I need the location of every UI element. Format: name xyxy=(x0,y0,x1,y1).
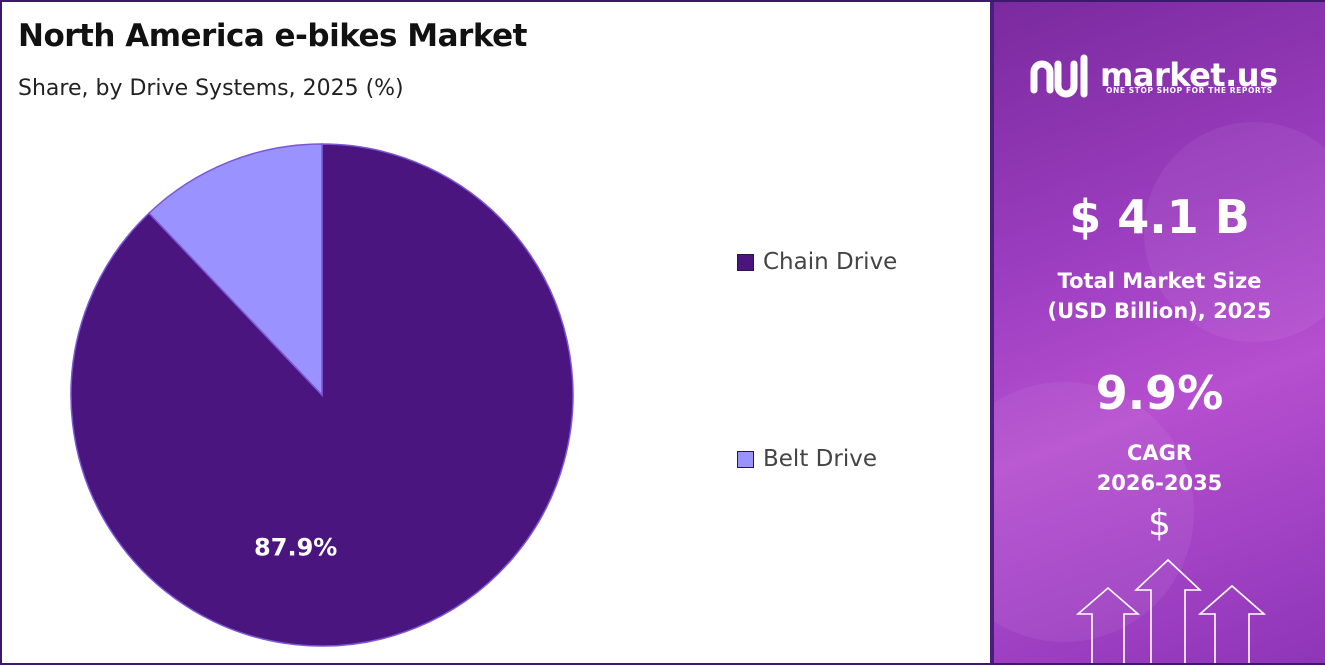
market-size-label-line1: Total Market Size xyxy=(1057,269,1262,293)
cagr-value: 9.9% xyxy=(1095,366,1224,420)
chart-panel: North America e-bikes Market Share, by D… xyxy=(2,2,990,663)
legend-label-chain-drive: Chain Drive xyxy=(763,249,898,275)
market-size-label-line2: (USD Billion), 2025 xyxy=(1047,299,1272,323)
brand-name: market.us xyxy=(1100,56,1278,94)
legend-swatch-chain-drive xyxy=(737,253,754,271)
pie-slice-belt-drive xyxy=(147,143,323,397)
data-label-chain-drive: 87.9% xyxy=(254,533,337,561)
cagr-label-line2: 2026-2035 xyxy=(1096,471,1223,495)
pie-chart: 87.9% xyxy=(70,143,574,647)
brand-logo: market.us xyxy=(1028,50,1278,100)
cagr-label-line1: CAGR xyxy=(1126,441,1193,465)
chart-subtitle: Share, by Drive Systems, 2025 (%) xyxy=(18,76,404,101)
growth-arrows-icon xyxy=(1075,558,1267,663)
dollar-icon: $ xyxy=(1148,503,1171,544)
background-decoration xyxy=(994,382,1194,642)
marketus-logo-icon xyxy=(1030,54,1088,98)
legend-swatch-belt-drive xyxy=(737,450,754,468)
chart-title: North America e-bikes Market xyxy=(18,18,527,54)
legend-item-chain-drive: Chain Drive xyxy=(737,249,897,275)
legend-label-belt-drive: Belt Drive xyxy=(763,446,877,472)
summary-sidebar: market.us ONE STOP SHOP FOR THE REPORTS … xyxy=(990,2,1325,663)
background-decoration xyxy=(1144,122,1325,342)
brand-tagline: ONE STOP SHOP FOR THE REPORTS xyxy=(1106,86,1273,95)
legend-item-belt-drive: Belt Drive xyxy=(737,446,877,472)
market-size-value: $ 4.1 B xyxy=(1069,190,1250,244)
